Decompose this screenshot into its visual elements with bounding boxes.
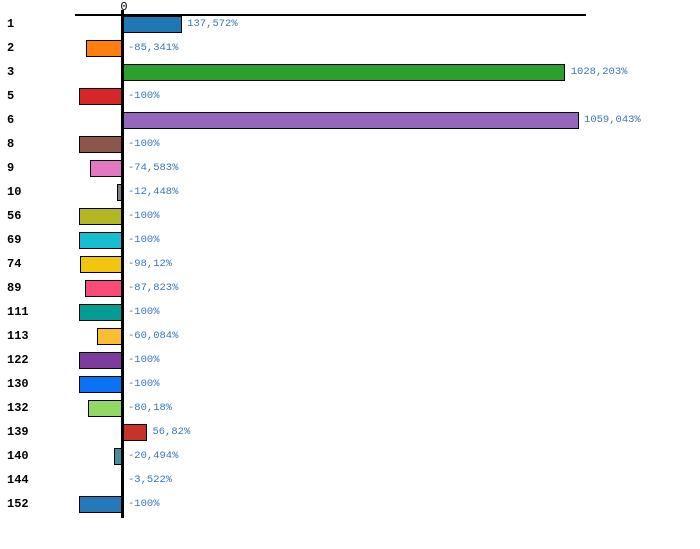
value-label: -85,341% bbox=[128, 42, 179, 54]
category-label: 152 bbox=[7, 497, 29, 511]
category-label: 113 bbox=[7, 329, 29, 343]
bar bbox=[117, 183, 123, 201]
value-label: -60,084% bbox=[128, 330, 179, 342]
value-label: -100% bbox=[128, 354, 160, 366]
category-label: 111 bbox=[7, 305, 29, 319]
value-label: -100% bbox=[128, 378, 160, 390]
bar bbox=[122, 15, 182, 33]
value-label: -100% bbox=[128, 210, 160, 222]
bar bbox=[79, 207, 123, 225]
category-label: 144 bbox=[7, 473, 29, 487]
bar bbox=[113, 447, 123, 465]
value-label: -20,494% bbox=[128, 450, 179, 462]
axis-zero-label: 0 bbox=[120, 0, 128, 14]
category-label: 122 bbox=[7, 353, 29, 367]
value-label: -100% bbox=[128, 306, 160, 318]
category-label: 8 bbox=[7, 137, 15, 151]
value-label: -80,18% bbox=[128, 402, 173, 414]
category-label: 69 bbox=[7, 233, 22, 247]
category-label: 2 bbox=[7, 41, 15, 55]
bar bbox=[122, 63, 566, 81]
bar bbox=[79, 231, 123, 249]
category-label: 74 bbox=[7, 257, 22, 271]
category-label: 1 bbox=[7, 17, 15, 31]
bar bbox=[120, 471, 123, 489]
category-label: 130 bbox=[7, 377, 29, 391]
top-axis-line bbox=[75, 14, 586, 16]
value-label: -100% bbox=[128, 90, 160, 102]
category-label: 132 bbox=[7, 401, 29, 415]
value-label: -3,522% bbox=[128, 474, 173, 486]
value-label: -100% bbox=[128, 498, 160, 510]
category-label: 89 bbox=[7, 281, 22, 295]
bar bbox=[90, 159, 123, 177]
bar bbox=[96, 327, 123, 345]
bar bbox=[79, 375, 123, 393]
bar bbox=[87, 399, 123, 417]
value-label: -98,12% bbox=[128, 258, 173, 270]
bar bbox=[122, 423, 147, 441]
bar bbox=[80, 255, 123, 273]
value-label: 1028,203% bbox=[570, 66, 628, 78]
category-label: 9 bbox=[7, 161, 15, 175]
bar bbox=[79, 87, 123, 105]
category-label: 5 bbox=[7, 89, 15, 103]
category-label: 140 bbox=[7, 449, 29, 463]
bar bbox=[84, 279, 123, 297]
bar bbox=[79, 135, 123, 153]
category-label: 56 bbox=[7, 209, 22, 223]
zero-baseline bbox=[121, 10, 124, 518]
category-label: 3 bbox=[7, 65, 15, 79]
category-label: 6 bbox=[7, 113, 15, 127]
value-label: 137,572% bbox=[187, 18, 238, 30]
value-label: -74,583% bbox=[128, 162, 179, 174]
value-label: -12,448% bbox=[128, 186, 179, 198]
value-label: -100% bbox=[128, 234, 160, 246]
bar bbox=[79, 351, 123, 369]
bar bbox=[85, 39, 123, 57]
value-label: -87,823% bbox=[128, 282, 179, 294]
category-label: 139 bbox=[7, 425, 29, 439]
bar bbox=[79, 303, 123, 321]
value-label: 1059,043% bbox=[584, 114, 641, 126]
value-label: 56,82% bbox=[152, 426, 191, 438]
bar bbox=[122, 111, 579, 129]
bar bbox=[79, 495, 123, 513]
category-label: 10 bbox=[7, 185, 22, 199]
value-label: -100% bbox=[128, 138, 160, 150]
